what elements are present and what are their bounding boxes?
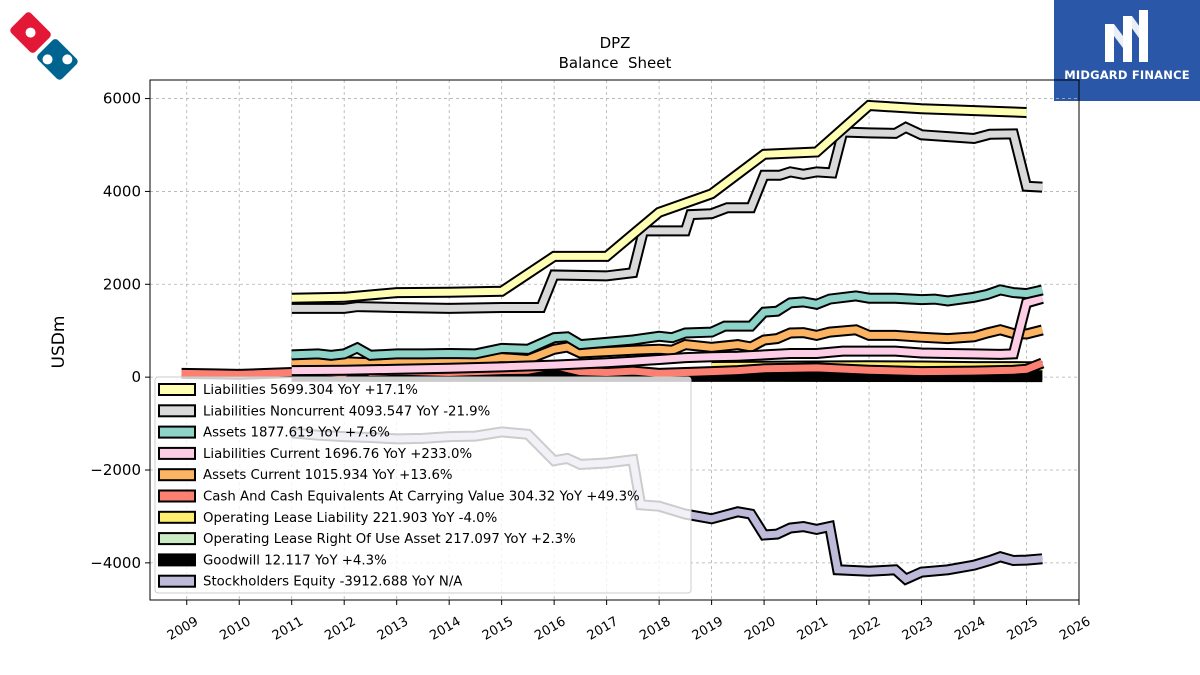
series-line-assets xyxy=(291,286,1044,359)
legend-swatch xyxy=(158,489,196,503)
dominos-logo xyxy=(6,8,82,84)
legend-swatch xyxy=(158,468,196,482)
legend-swatch xyxy=(158,383,196,396)
domino-icon xyxy=(10,12,78,80)
x-tick-label: 2024 xyxy=(952,614,988,644)
legend-label: Liabilities Current 1696.76 YoY +233.0% xyxy=(203,447,472,462)
series-line-liabilities xyxy=(291,101,1027,302)
y-tick-label: −2000 xyxy=(90,461,141,479)
legend-label: Liabilities 5699.304 YoY +17.1% xyxy=(203,383,418,398)
x-tick-label: 2010 xyxy=(217,614,253,644)
legend: Liabilities 5699.304 YoY +17.1% Liabiliti… xyxy=(154,376,692,594)
x-tick-label: 2016 xyxy=(532,614,568,644)
y-axis-label: USDm xyxy=(49,316,69,369)
chart-subtitle: Balance Sheet xyxy=(559,54,672,72)
legend-label: Liabilities Noncurrent 4093.547 YoY -21.… xyxy=(203,404,490,419)
x-tick-label: 2026 xyxy=(1057,614,1093,644)
legend-swatch xyxy=(158,446,196,460)
series-line-assets-current xyxy=(291,326,1044,367)
x-tick-label: 2017 xyxy=(585,614,621,644)
x-tick-label: 2009 xyxy=(165,614,201,644)
x-tick-label: 2020 xyxy=(742,614,778,644)
legend-label: Stockholders Equity -3912.688 YoY N/A xyxy=(203,575,462,590)
plot-frame xyxy=(149,79,1080,601)
y-tick-label: 6000 xyxy=(103,90,141,108)
legend-swatch xyxy=(158,553,196,567)
partner-logo-name: MIDGARD FINANCE xyxy=(1064,68,1190,82)
x-tick-label: 2018 xyxy=(637,614,673,644)
x-tick-label: 2019 xyxy=(690,614,726,644)
series-outline-liabilities-noncurrent xyxy=(291,121,1043,314)
legend-label: Goodwill 12.117 YoY +4.3% xyxy=(203,553,387,568)
x-tick-label: 2025 xyxy=(1005,614,1041,644)
y-tick-label: 4000 xyxy=(103,182,141,200)
legend-box xyxy=(154,376,692,594)
legend-swatch xyxy=(158,425,196,439)
x-tick-label: 2013 xyxy=(375,614,411,644)
x-tick-label: 2012 xyxy=(322,614,358,644)
legend-label: Assets Current 1015.934 YoY +13.6% xyxy=(203,468,453,483)
midgard-monogram-icon xyxy=(1105,10,1148,62)
x-tick-label: 2015 xyxy=(480,614,516,644)
y-tick-label: 2000 xyxy=(103,275,141,293)
x-tick-label: 2011 xyxy=(270,614,306,644)
y-tick-label: 0 xyxy=(131,368,141,386)
x-tick-label: 2022 xyxy=(847,614,883,644)
x-tick-label: 2014 xyxy=(427,614,463,644)
series-line-liabilities-current xyxy=(291,295,1044,375)
legend-label: Cash And Cash Equivalents At Carrying Va… xyxy=(203,490,640,505)
legend-label: Assets 1877.619 YoY +7.6% xyxy=(203,426,390,441)
y-tick-label: −4000 xyxy=(90,554,141,572)
series-line-liabilities-noncurrent xyxy=(291,123,1043,312)
legend-swatch xyxy=(158,532,196,546)
x-tick-label: 2023 xyxy=(900,614,936,644)
x-tick-label: 2021 xyxy=(795,614,831,644)
legend-swatch xyxy=(158,404,196,418)
chart-title: DPZ xyxy=(600,34,631,52)
legend-swatch xyxy=(158,574,196,588)
legend-label: Operating Lease Liability 221.903 YoY -4… xyxy=(203,511,497,526)
legend-swatch xyxy=(158,510,196,524)
legend-label: Operating Lease Right Of Use Asset 217.0… xyxy=(203,532,576,547)
midgard-finance-logo: MIDGARD FINANCE xyxy=(1054,0,1200,101)
